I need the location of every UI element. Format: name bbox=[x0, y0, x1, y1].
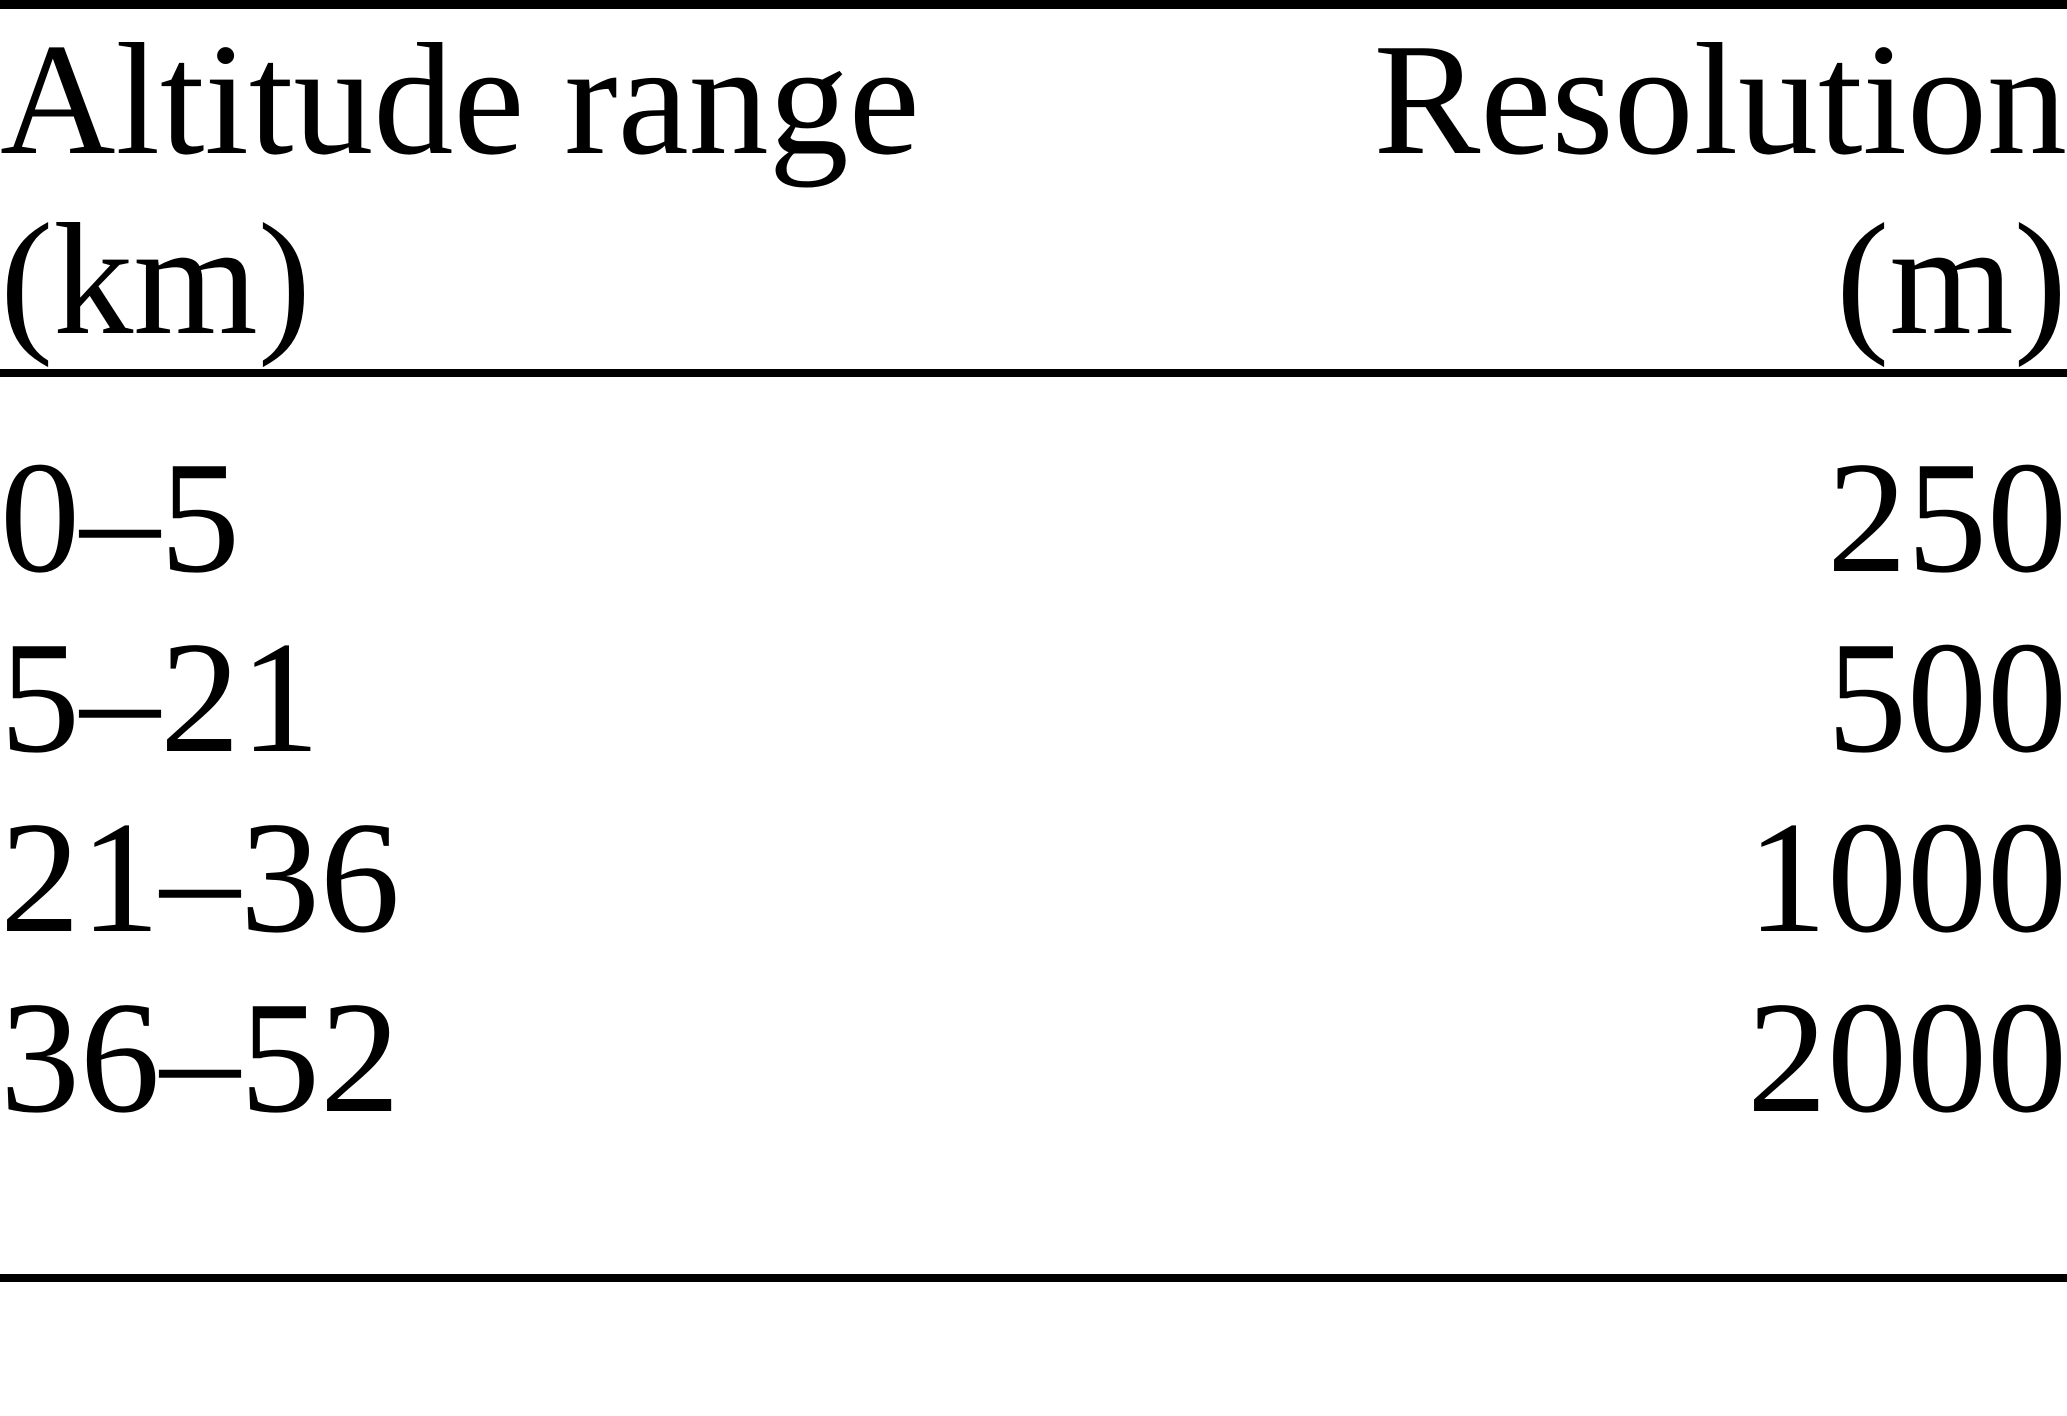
header-resolution-unit: (m) bbox=[1835, 190, 2067, 368]
table-row: 21–36 1000 bbox=[0, 787, 2067, 967]
table-row: 5–21 500 bbox=[0, 607, 2067, 787]
altitude-range-cell: 5–21 bbox=[0, 608, 320, 786]
header-cell-resolution: Resolution (m) bbox=[1136, 4, 2067, 377]
header-cell-altitude-range: Altitude range (km) bbox=[0, 4, 1137, 377]
header-altitude-line1: Altitude range bbox=[0, 10, 920, 188]
altitude-range-cell: 36–52 bbox=[0, 968, 400, 1146]
altitude-range-cell: 0–5 bbox=[0, 428, 240, 606]
header-resolution-line1: Resolution bbox=[1373, 10, 2067, 188]
header-altitude-unit: (km) bbox=[0, 190, 312, 368]
resolution-cell: 1000 bbox=[1747, 788, 2067, 966]
table-row: 0–5 250 bbox=[0, 373, 2067, 607]
resolution-cell: 250 bbox=[1827, 428, 2067, 606]
altitude-resolution-table: Altitude range (km) Resolution (m) 0–5 2… bbox=[0, 0, 2067, 1282]
table-body: 0–5 250 5–21 500 21–36 1000 36–52 2000 bbox=[0, 373, 2067, 1278]
resolution-cell: 2000 bbox=[1747, 968, 2067, 1146]
resolution-cell: 500 bbox=[1827, 608, 2067, 786]
header-row: Altitude range (km) Resolution (m) bbox=[0, 4, 2067, 377]
altitude-range-cell: 21–36 bbox=[0, 788, 400, 966]
table-row: 36–52 2000 bbox=[0, 967, 2067, 1278]
table-header: Altitude range (km) Resolution (m) bbox=[0, 4, 2067, 377]
